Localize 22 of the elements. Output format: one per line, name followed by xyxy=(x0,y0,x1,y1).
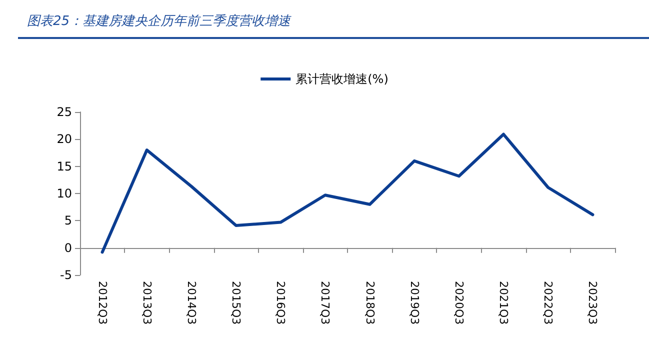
chart-title: 图表25：基建房建央企历年前三季度营收增速 xyxy=(27,13,292,29)
y-tick-label: 5 xyxy=(64,214,72,228)
x-tick-label: 2023Q3 xyxy=(586,281,600,325)
y-tick-label: 0 xyxy=(64,240,72,255)
y-tick-label: 20 xyxy=(56,132,72,146)
legend-label: 累计营收增速(%) xyxy=(296,72,388,86)
x-tick-label: 2015Q3 xyxy=(230,281,243,325)
x-tick-label: 2014Q3 xyxy=(184,281,198,325)
y-tick-label: 10 xyxy=(56,186,72,200)
x-tick-label: 2019Q3 xyxy=(408,281,421,325)
y-tick-label: 25 xyxy=(56,105,72,119)
y-tick-label: -5 xyxy=(60,268,72,282)
x-tick-label: 2012Q3 xyxy=(96,281,109,325)
x-tick-label: 2021Q3 xyxy=(497,281,510,325)
y-tick-label: 15 xyxy=(56,159,72,174)
x-tick-label: 2017Q3 xyxy=(318,281,332,325)
x-tick-label: 2013Q3 xyxy=(140,281,154,325)
x-tick-label: 2018Q3 xyxy=(363,281,376,325)
x-tick-label: 2020Q3 xyxy=(452,281,466,325)
line-series xyxy=(100,132,594,254)
x-tick-label: 2022Q3 xyxy=(542,281,555,325)
x-tick-label: 2016Q3 xyxy=(274,281,288,325)
